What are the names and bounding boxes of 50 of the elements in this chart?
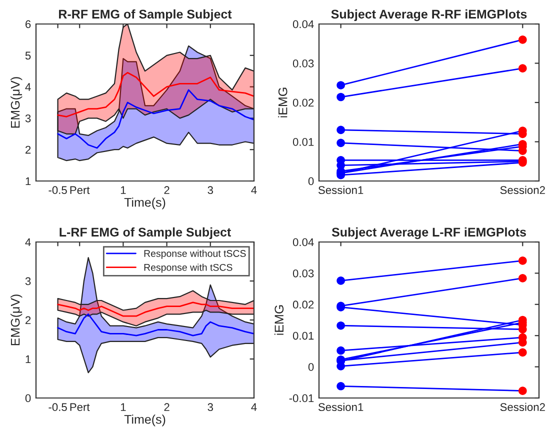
y-tick-label: 3 <box>25 277 31 286</box>
y-tick-label: 0.04 <box>292 238 314 246</box>
x-tick-label: Session1 <box>318 186 364 194</box>
x-tick-label: Pert <box>70 403 90 412</box>
y-tick-label: 0 <box>25 394 31 402</box>
x-tick-label: 1 <box>120 403 126 411</box>
y-tick-label: 4 <box>25 83 31 91</box>
y-axis-title: EMG(μV) <box>10 77 22 128</box>
y-tick-label: 2 <box>26 146 31 154</box>
x-tick-label: -0.5 <box>48 403 67 412</box>
y-tick-label: 2 <box>26 316 31 324</box>
y-tick-label: 6 <box>26 20 31 28</box>
y-tick-label: 3 <box>25 114 31 122</box>
x-tick-label: Session2 <box>500 402 545 412</box>
y-tick-label: 1 <box>26 355 31 364</box>
chart-title: Subject Average R-RF iEMGPlots <box>331 9 527 22</box>
chart-title: Subject Average L-RF iEMGPlots <box>332 227 526 240</box>
y-tick-label: 4 <box>25 238 31 246</box>
y-tick-label: 0.02 <box>292 98 314 107</box>
y-tick-label: 1 <box>26 177 31 186</box>
x-tick-label: 4 <box>251 403 257 411</box>
x-tick-label: 3 <box>208 186 213 194</box>
x-axis-title: Time(s) <box>124 414 166 426</box>
x-tick-label: 3 <box>208 403 213 412</box>
y-axis-title: iEMG <box>278 88 288 118</box>
x-tick-label: 1 <box>120 186 126 194</box>
x-tick-label: 2 <box>164 403 170 411</box>
x-axis-title: Time(s) <box>124 198 166 210</box>
x-tick-label: 2 <box>164 186 170 194</box>
legend-label: Response without tSCS <box>144 250 246 259</box>
y-tick-label: 0.03 <box>292 269 314 278</box>
y-axis-title: EMG(μV) <box>10 294 22 346</box>
y-tick-label: 0.01 <box>292 332 314 340</box>
y-tick-label: 0.04 <box>292 20 314 28</box>
y-tick-label: 0.02 <box>292 300 314 309</box>
x-tick-label: -0.5 <box>48 186 67 194</box>
x-tick-label: Session1 <box>318 402 364 412</box>
y-tick-label: 0.03 <box>292 60 314 68</box>
x-tick-label: Session2 <box>500 186 545 194</box>
y-axis-title: iEMG <box>274 305 284 335</box>
x-tick-label: Pert <box>70 186 90 194</box>
legend-label: Response with tSCS <box>144 264 232 273</box>
y-tick-label: -0.01 <box>289 394 314 402</box>
chart-title: L-RF EMG of Sample Subject <box>60 227 231 240</box>
y-tick-label: 0 <box>308 363 314 371</box>
chart-title: R-RF EMG of Sample Subject <box>59 9 232 22</box>
y-tick-label: 5 <box>25 52 31 60</box>
y-tick-label: 0 <box>308 177 314 186</box>
x-tick-label: 4 <box>251 186 257 194</box>
y-tick-label: 0.01 <box>292 138 314 146</box>
